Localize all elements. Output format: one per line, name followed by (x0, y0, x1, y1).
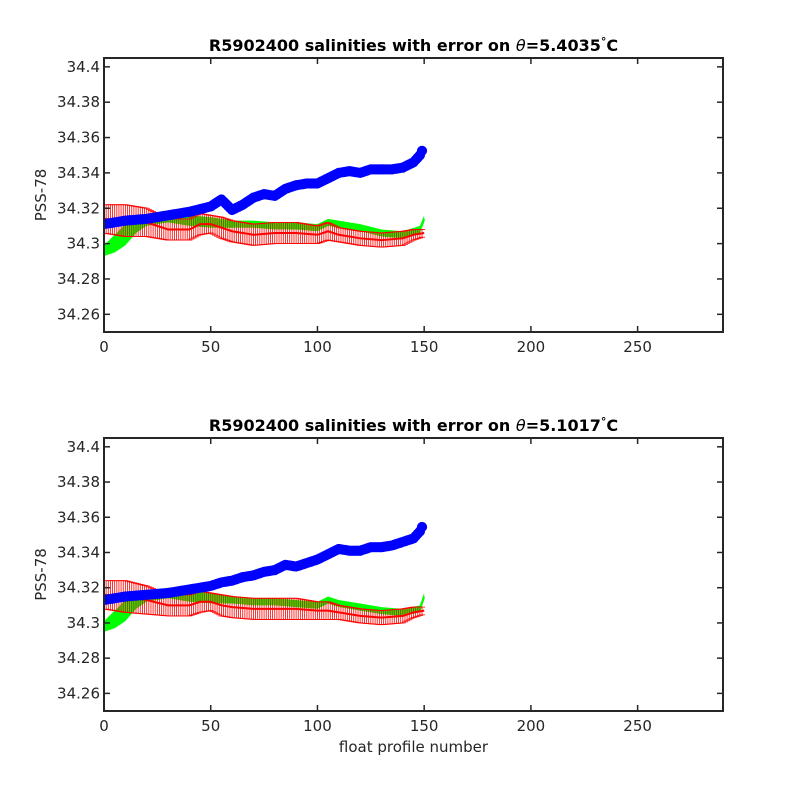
float-salinity-point (416, 521, 428, 533)
chart-title: R5902400 salinities with error on θ=5.10… (209, 415, 618, 436)
y-tick-label: 34.36 (57, 129, 100, 147)
chart-title-part: ° (601, 35, 607, 48)
mapped-salinity-error-band (104, 587, 425, 632)
x-tick-label: 200 (517, 717, 546, 735)
x-tick-label: 0 (99, 717, 109, 735)
y-tick-label: 34.38 (57, 93, 100, 111)
x-tick-label: 250 (623, 717, 652, 735)
chart-title-part: C (606, 36, 618, 55)
y-tick-label: 34.4 (67, 438, 100, 456)
y-tick-label: 34.32 (57, 579, 100, 597)
x-tick-label: 150 (410, 717, 439, 735)
plot-area (104, 145, 428, 256)
chart-title-part: =5.1017 (526, 416, 601, 435)
y-tick-label: 34.3 (67, 235, 100, 253)
y-tick-label: 34.28 (57, 649, 100, 667)
float-salinity-point (416, 145, 428, 156)
y-axis-label: PSS-78 (32, 548, 50, 601)
chart-title: R5902400 salinities with error on θ=5.40… (209, 35, 618, 56)
x-tick-label: 200 (517, 338, 546, 356)
x-tick-label: 0 (99, 338, 109, 356)
y-tick-label: 34.38 (57, 473, 100, 491)
float-salinity-markers (104, 521, 428, 605)
chart-title-part: R5902400 salinities with error on (209, 416, 516, 435)
y-tick-label: 34.32 (57, 199, 100, 217)
x-tick-label: 250 (623, 338, 652, 356)
plot-area (104, 521, 428, 632)
calibrated-salinity-line (104, 217, 425, 242)
x-tick-label: 150 (410, 338, 439, 356)
chart-title-part: θ (516, 416, 526, 435)
float-salinity-markers (104, 145, 428, 229)
y-tick-label: 34.26 (57, 305, 100, 323)
chart-title-part: C (606, 416, 618, 435)
chart-title-part: ° (601, 415, 607, 428)
y-tick-label: 34.4 (67, 58, 100, 76)
axes-box (103, 437, 724, 712)
mapped-salinity-error-band (104, 211, 425, 256)
chart-panel-2: 0 50 100 150 200 250 34.26 34.28 34.3 34.32 34.34 3… (32, 415, 724, 756)
axes-box (103, 57, 724, 333)
x-tick-label: 100 (303, 717, 332, 735)
x-axis-label: float profile number (339, 738, 489, 756)
x-tick-label: 50 (201, 717, 220, 735)
y-tick-label: 34.34 (57, 164, 100, 182)
y-tick-label: 34.36 (57, 508, 100, 526)
x-tick-label: 50 (201, 338, 220, 356)
y-tick-label: 34.3 (67, 614, 100, 632)
y-tick-label: 34.28 (57, 270, 100, 288)
chart-title-part: θ (516, 36, 526, 55)
y-axis-label: PSS-78 (32, 169, 50, 222)
y-tick-label: 34.34 (57, 543, 100, 561)
y-tick-label: 34.26 (57, 684, 100, 702)
chart-title-part: =5.4035 (526, 36, 601, 55)
chart-panel-1: 0 50 100 150 200 250 34.26 34.28 34.3 34.32 34.34 3… (32, 35, 724, 356)
x-tick-label: 100 (303, 338, 332, 356)
calibrated-salinity-line (104, 593, 425, 619)
chart-title-part: R5902400 salinities with error on (209, 36, 516, 55)
